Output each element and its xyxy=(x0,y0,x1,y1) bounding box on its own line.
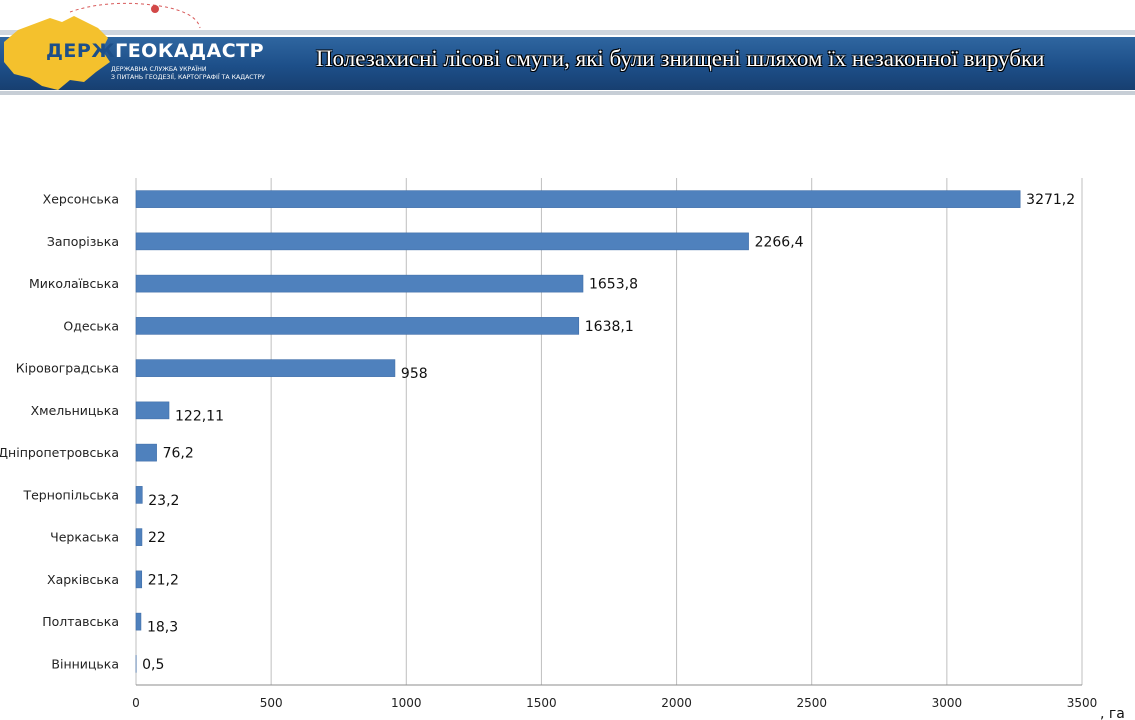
header-top-strip xyxy=(0,30,1135,35)
bar xyxy=(135,612,142,631)
header-bottom-strip xyxy=(0,91,1135,95)
bar xyxy=(135,486,143,504)
x-tick-label: 2000 xyxy=(661,696,692,710)
data-label: 21,2 xyxy=(148,572,179,588)
x-tick-label: 3000 xyxy=(932,696,963,710)
bar xyxy=(135,317,580,335)
x-axis-unit-label: , га xyxy=(1100,706,1125,720)
data-label: 1638,1 xyxy=(585,319,634,335)
logo-subtitle: ДЕРЖАВНА СЛУЖБА УКРАЇНИ З ПИТАНЬ ГЕОДЕЗІ… xyxy=(111,66,265,81)
header-bar xyxy=(0,37,1135,90)
logo-subtitle-line1: ДЕРЖАВНА СЛУЖБА УКРАЇНИ xyxy=(111,66,207,73)
data-label: 3271,2 xyxy=(1026,192,1075,208)
ukraine-map-icon xyxy=(4,2,201,90)
category-label: Харківська xyxy=(47,572,119,587)
category-label: Хмельницька xyxy=(31,403,119,418)
category-label: Тернопільська xyxy=(22,487,119,502)
logo-prefix: ДЕРЖ xyxy=(46,40,116,62)
data-label: 2266,4 xyxy=(755,234,804,250)
x-tick-label: 0 xyxy=(132,696,140,710)
category-label: Миколаївська xyxy=(29,276,119,291)
data-label: 1653,8 xyxy=(589,277,638,293)
x-tick-label: 2500 xyxy=(796,696,827,710)
slide-title: Полезахисні лісові смуги, які були знище… xyxy=(316,46,1045,71)
category-label: Полтавська xyxy=(42,614,119,629)
category-label: Херсонська xyxy=(43,192,119,207)
category-label: Одеська xyxy=(63,318,119,333)
x-tick-label: 1000 xyxy=(391,696,422,710)
logo-main: ГЕОКАДАСТР xyxy=(115,40,265,62)
category-label: Запорізька xyxy=(47,234,119,249)
data-label: 22 xyxy=(148,530,166,546)
bar xyxy=(135,401,170,420)
x-tick-label: 1500 xyxy=(526,696,557,710)
bar xyxy=(135,570,143,589)
category-label: Вінницька xyxy=(51,656,119,671)
category-label: Дніпропетровська xyxy=(0,445,119,460)
data-label: 0,5 xyxy=(142,657,164,673)
data-label: 122,11 xyxy=(175,408,224,424)
logo-text: ДЕРЖГЕОКАДАСТР xyxy=(46,40,264,62)
bar xyxy=(135,232,749,251)
chart-labels: 0 500 1000 1500 2000 2500 3000 3500 Херсонська 32… xyxy=(0,192,1125,720)
data-label: 18,3 xyxy=(147,620,178,636)
bar xyxy=(135,274,584,293)
x-tick-label: 500 xyxy=(260,696,283,710)
bar xyxy=(135,359,396,377)
slide-header: ДЕРЖГЕОКАДАСТР ДЕРЖАВНА СЛУЖБА УКРАЇНИ З… xyxy=(0,0,1135,100)
data-label: 958 xyxy=(401,366,428,382)
category-label: Кіровоградська xyxy=(16,361,119,376)
chart-gridlines xyxy=(135,178,1083,686)
data-label: 76,2 xyxy=(163,446,194,462)
category-label: Черкаська xyxy=(50,530,119,545)
logo-subtitle-line2: З ПИТАНЬ ГЕОДЕЗІЇ, КАРТОГРАФІЇ ТА КАДАСТ… xyxy=(111,73,265,81)
x-tick-label: 3500 xyxy=(1067,696,1098,710)
chart-bars xyxy=(135,190,1021,673)
bar xyxy=(135,443,157,462)
data-label: 23,2 xyxy=(148,493,179,509)
bar xyxy=(135,528,143,546)
bar xyxy=(135,190,1021,208)
